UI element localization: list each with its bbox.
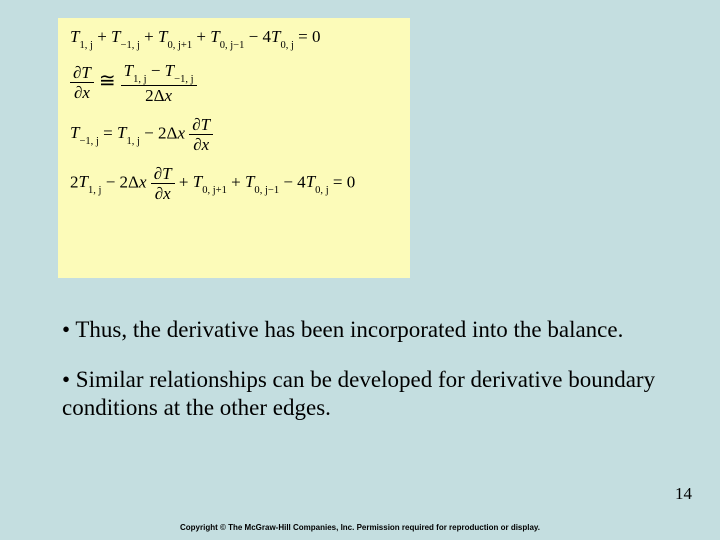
equation-4: 2T1, j − 2Δx ∂T ∂x + T0, j+1 + T0, j−1 −… bbox=[70, 165, 398, 202]
bullet-list: • Thus, the derivative has been incorpor… bbox=[62, 316, 662, 444]
eq1-term: T0, j−1 bbox=[210, 27, 244, 46]
page-number: 14 bbox=[675, 484, 692, 504]
eq3-term: T−1, j bbox=[70, 123, 99, 142]
eq3-frac: ∂T ∂x bbox=[189, 116, 213, 153]
eq4-term: T0, j bbox=[306, 172, 329, 191]
eq4-term: T1, j bbox=[79, 172, 102, 191]
eq4-frac: ∂T ∂x bbox=[151, 165, 175, 202]
equation-box: T1, j + T−1, j + T0, j+1 + T0, j−1 − 4T0… bbox=[58, 18, 410, 278]
eq1-term: T−1, j bbox=[111, 27, 140, 46]
eq2-rhs-frac: T1, j − T−1, j 2Δx bbox=[121, 62, 197, 104]
eq4-term: T0, j+1 bbox=[193, 172, 227, 191]
eq3-term: T1, j bbox=[117, 123, 140, 142]
equation-3: T−1, j = T1, j − 2Δx ∂T ∂x bbox=[70, 116, 398, 153]
eq1-term: T1, j bbox=[70, 27, 93, 46]
eq4-term: T0, j−1 bbox=[245, 172, 279, 191]
equation-2: ∂T ∂x ≅ T1, j − T−1, j 2Δx bbox=[70, 62, 398, 104]
equation-1: T1, j + T−1, j + T0, j+1 + T0, j−1 − 4T0… bbox=[70, 28, 398, 50]
bullet-1: • Thus, the derivative has been incorpor… bbox=[62, 316, 662, 344]
eq1-term: T0, j+1 bbox=[158, 27, 192, 46]
bullet-2: • Similar relationships can be developed… bbox=[62, 366, 662, 422]
eq1-term: T0, j bbox=[271, 27, 294, 46]
copyright-footer: Copyright © The McGraw-Hill Companies, I… bbox=[0, 523, 720, 532]
eq2-lhs-frac: ∂T ∂x bbox=[70, 64, 94, 101]
